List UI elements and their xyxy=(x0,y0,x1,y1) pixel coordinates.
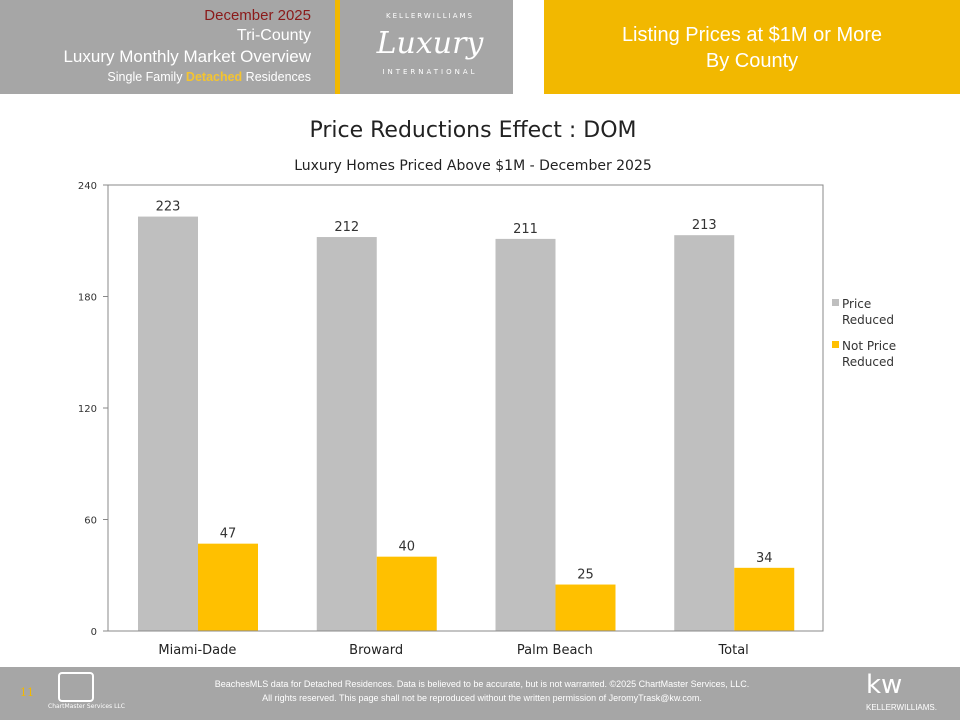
data-label: 47 xyxy=(220,527,237,542)
y-axis: 0 60 120 180 240 xyxy=(78,181,108,638)
x-tick-label: Palm Beach xyxy=(517,643,593,658)
kw-logo: kw xyxy=(866,670,903,700)
report-date: December 2025 xyxy=(204,7,311,24)
disclaimer-line2: All rights reserved. This page shall not… xyxy=(262,693,702,703)
data-label: 40 xyxy=(398,540,415,555)
bar-price-reduced xyxy=(674,235,735,632)
legend-label: Reduced xyxy=(842,355,894,369)
data-label: 213 xyxy=(692,218,717,233)
x-tick-label: Miami-Dade xyxy=(158,643,236,658)
bar-not-price-reduced xyxy=(376,556,437,631)
report-segment: Single Family Detached Residences xyxy=(0,68,311,86)
x-axis: Miami-Dade Broward Palm Beach Total xyxy=(158,643,748,658)
section-title-line1: Listing Prices at $1M or More xyxy=(621,24,883,46)
data-label: 211 xyxy=(513,222,538,237)
data-label: 34 xyxy=(756,551,773,566)
report-region: Tri-County xyxy=(236,27,311,44)
chart-title: Price Reductions Effect : DOM xyxy=(309,118,637,143)
logo-main: Luxury xyxy=(376,26,484,61)
header-banner: December 2025 Tri-County Luxury Monthly … xyxy=(0,0,513,94)
page-number: 11 xyxy=(20,686,34,699)
legend-swatch-not-price-reduced xyxy=(832,341,839,348)
section-title-line2: By County xyxy=(705,50,799,72)
y-tick-label: 60 xyxy=(84,516,97,527)
logo-top: KELLERWILLIAMS xyxy=(386,12,474,20)
y-tick-label: 240 xyxy=(78,181,97,192)
x-tick-label: Broward xyxy=(349,643,403,658)
bars: 223 47 212 40 211 25 213 34 xyxy=(138,200,795,632)
legend-label: Reduced xyxy=(842,313,894,327)
chartmaster-name: ChartMaster Services LLC xyxy=(48,703,125,710)
legend: Price Reduced Not Price Reduced xyxy=(832,297,896,369)
x-tick-label: Total xyxy=(717,643,748,658)
legend-swatch-price-reduced xyxy=(832,299,839,306)
divider xyxy=(335,0,340,94)
segment-highlight: Detached xyxy=(185,70,243,84)
footer: 11 ChartMaster Services LLC BeachesMLS d… xyxy=(0,667,960,720)
bar-price-reduced xyxy=(316,237,377,632)
y-tick-label: 0 xyxy=(91,627,97,638)
kw-name: KELLERWILLIAMS. xyxy=(866,703,937,712)
plot-frame xyxy=(107,184,824,632)
bar-not-price-reduced xyxy=(555,584,616,631)
disclaimer: BeachesMLS data for Detached Residences.… xyxy=(112,677,852,705)
data-label: 25 xyxy=(577,568,594,583)
legend-label: Not Price xyxy=(842,339,896,353)
y-tick-label: 120 xyxy=(78,404,97,415)
bar-not-price-reduced xyxy=(198,543,258,631)
y-tick-label: 180 xyxy=(78,293,97,304)
section-title: Listing Prices at $1M or More By County xyxy=(544,0,960,94)
segment-prefix: Single Family xyxy=(107,70,186,84)
kw-luxury-logo: KELLERWILLIAMS Luxury INTERNATIONAL xyxy=(350,10,510,78)
chart-subtitle: Luxury Homes Priced Above $1M - December… xyxy=(294,158,652,174)
logo-bottom: INTERNATIONAL xyxy=(382,68,478,76)
data-label: 212 xyxy=(334,220,359,235)
bar-not-price-reduced xyxy=(734,567,795,631)
bar-price-reduced xyxy=(495,238,556,631)
chartmaster-logo-icon xyxy=(58,672,94,702)
bar-price-reduced xyxy=(138,216,198,631)
disclaimer-line1: BeachesMLS data for Detached Residences.… xyxy=(214,679,750,689)
data-label: 223 xyxy=(156,200,181,215)
segment-suffix: Residences xyxy=(242,70,311,84)
report-title: Luxury Monthly Market Overview xyxy=(63,47,311,66)
legend-label: Price xyxy=(842,297,871,311)
